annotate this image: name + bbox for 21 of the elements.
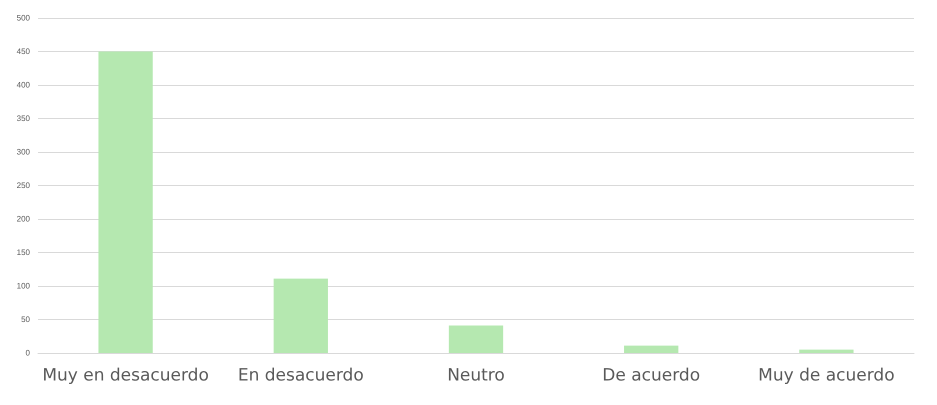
y-tick-label: 200 bbox=[16, 214, 31, 224]
y-tick-label: 250 bbox=[16, 181, 31, 190]
x-tick-label: Muy en desacuerdo bbox=[42, 366, 209, 386]
bar bbox=[274, 278, 328, 353]
y-tick-label: 100 bbox=[16, 282, 31, 290]
y-tick-label: 350 bbox=[16, 114, 31, 123]
y-tick-label: 400 bbox=[16, 80, 31, 90]
y-tick-label: 450 bbox=[16, 47, 31, 56]
bar bbox=[799, 350, 854, 353]
y-tick-label: 300 bbox=[16, 148, 31, 156]
x-tick-label: En desacuerdo bbox=[238, 366, 364, 386]
y-tick-label: 0 bbox=[26, 348, 31, 358]
bar bbox=[624, 346, 678, 353]
x-tick-label: Muy de acuerdo bbox=[758, 366, 895, 386]
bar bbox=[448, 326, 504, 353]
x-tick-label: De acuerdo bbox=[602, 366, 700, 386]
y-tick-label: 150 bbox=[16, 248, 31, 257]
y-tick-label: 50 bbox=[21, 315, 31, 324]
y-tick-label: 500 bbox=[16, 14, 31, 22]
x-tick-label: Neutro bbox=[447, 366, 505, 386]
bar bbox=[98, 52, 153, 353]
